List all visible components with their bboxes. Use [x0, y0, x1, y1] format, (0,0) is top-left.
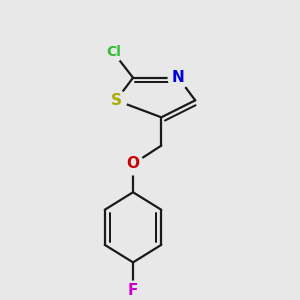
Text: F: F: [128, 283, 138, 298]
Text: N: N: [172, 70, 185, 85]
Text: S: S: [111, 93, 122, 108]
Text: O: O: [127, 157, 140, 172]
Text: Cl: Cl: [106, 45, 121, 59]
